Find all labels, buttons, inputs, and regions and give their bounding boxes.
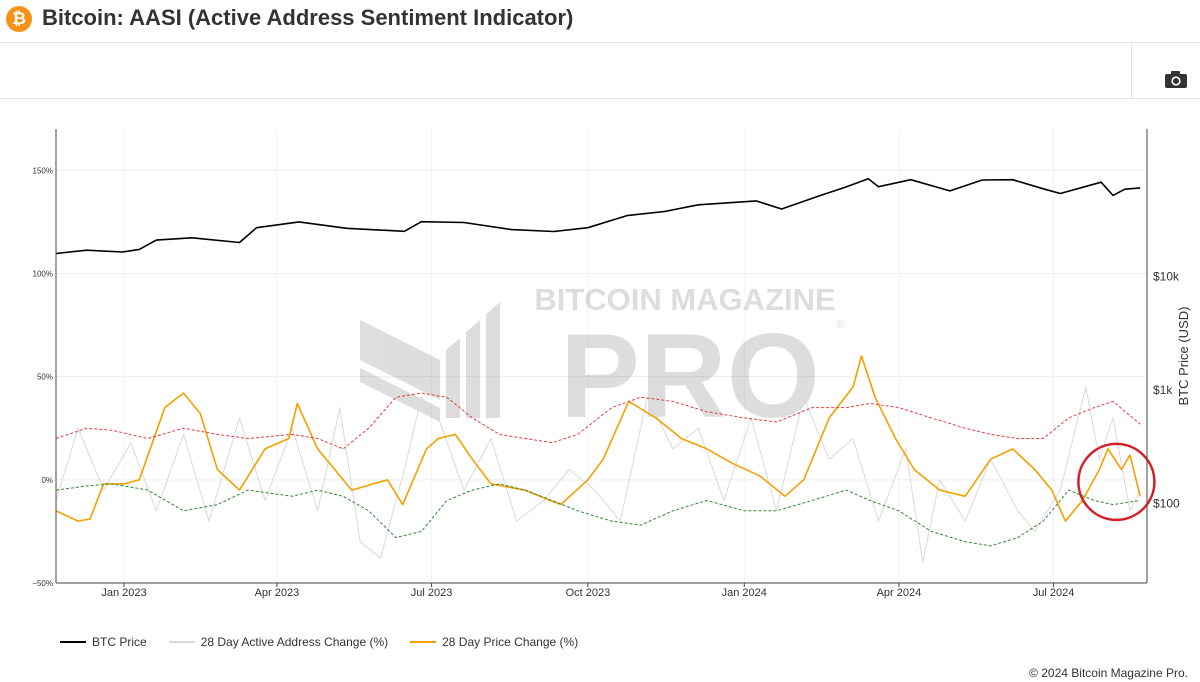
y-left-tick-label: −50% <box>32 579 53 588</box>
y-left-tick-label: 50% <box>37 373 53 382</box>
legend-item[interactable]: BTC Price <box>60 635 147 649</box>
y-right-tick-label: $1k <box>1153 383 1173 397</box>
legend-swatch <box>60 641 86 643</box>
x-tick-label: Jan 2023 <box>101 587 146 599</box>
copyright-footer: © 2024 Bitcoin Magazine Pro. <box>1029 666 1188 680</box>
series-line-3 <box>55 392 1141 450</box>
y-left-tick-label: 0% <box>41 476 53 485</box>
x-tick-label: Apr 2024 <box>877 587 922 599</box>
x-tick-label: Oct 2023 <box>566 587 611 599</box>
x-tick-label: Jul 2024 <box>1033 587 1075 599</box>
y-right-tick-label: $100 <box>1153 497 1180 511</box>
x-tick-label: Apr 2023 <box>255 587 300 599</box>
legend-swatch <box>410 641 437 643</box>
series-line-0 <box>55 177 1141 255</box>
annotation-circle <box>1077 442 1156 522</box>
legend-item[interactable]: 28 Day Active Address Change (%) <box>168 635 389 649</box>
page-title: Bitcoin: AASI (Active Address Sentiment … <box>42 5 574 30</box>
watermark-registered-mark: ® <box>836 317 845 331</box>
x-tick-label: Jan 2024 <box>722 587 767 599</box>
y-right-tick-label: $10k <box>1153 270 1180 284</box>
legend-label: 28 Day Active Address Change (%) <box>200 635 389 649</box>
chart-header: ₿ Bitcoin: AASI (Active Address Sentimen… <box>0 0 1200 43</box>
watermark-logo-bars <box>360 320 440 422</box>
watermark-line1: BITCOIN MAGAZINE <box>534 282 835 317</box>
x-tick-label: Jul 2023 <box>411 587 453 599</box>
watermark-logo-columns <box>446 302 500 418</box>
series-line-4 <box>55 483 1141 547</box>
bitcoin-logo-icon: ₿ <box>6 6 32 32</box>
series-line-1 <box>55 386 1141 563</box>
legend-swatch <box>168 641 195 643</box>
chart-legend: BTC Price 28 Day Active Address Change (%… <box>60 634 600 650</box>
legend-label: 28 Day Price Change (%) <box>442 635 579 649</box>
y-left-tick-label: 100% <box>33 269 53 278</box>
legend-label: BTC Price <box>92 635 147 649</box>
toolbar-divider <box>1131 43 1132 98</box>
y-right-axis-title: BTC Price (USD) <box>1176 307 1191 406</box>
watermark-line2: PRO <box>560 309 820 443</box>
series-line-2 <box>55 355 1141 522</box>
y-left-tick-label: 150% <box>33 166 53 175</box>
legend-item[interactable]: 28 Day Price Change (%) <box>410 635 578 649</box>
chart-toolbar <box>0 43 1200 99</box>
camera-icon[interactable] <box>1162 69 1190 89</box>
